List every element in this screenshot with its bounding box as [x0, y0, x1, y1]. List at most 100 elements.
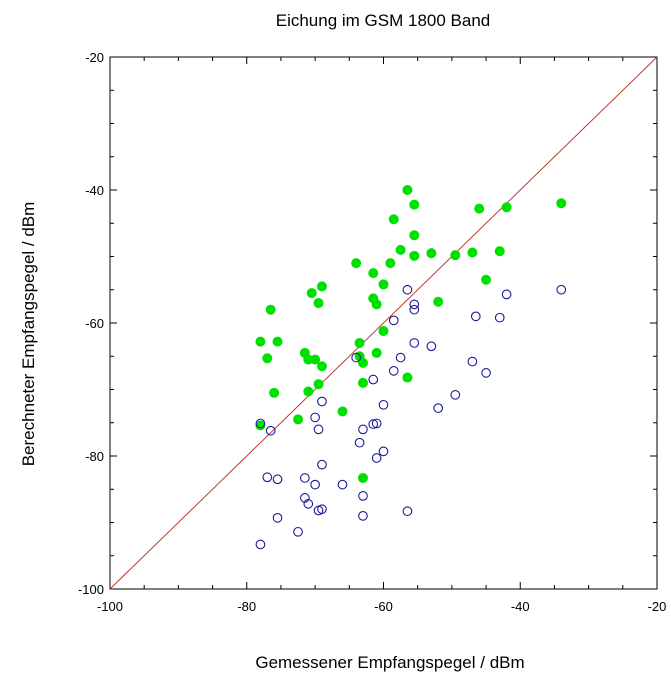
data-point-hollow [262, 472, 273, 483]
data-point-hollow [501, 289, 512, 300]
data-point-filled [426, 248, 437, 259]
data-point-filled [293, 414, 304, 425]
data-point-filled [433, 296, 444, 307]
data-point-filled [409, 230, 420, 241]
data-point-filled [316, 281, 327, 292]
data-point-filled [409, 250, 420, 261]
data-point-hollow [300, 493, 310, 503]
data-point-filled [316, 361, 327, 372]
data-point-filled [368, 268, 379, 279]
data-point-filled [501, 202, 512, 213]
data-point-filled [450, 250, 461, 261]
data-point-filled [402, 184, 413, 195]
data-point-filled [371, 299, 382, 310]
data-point-filled [494, 246, 505, 257]
data-point-hollow [293, 526, 303, 537]
data-point-filled [378, 325, 389, 336]
data-point-filled [371, 347, 382, 358]
data-point-filled [313, 298, 324, 309]
data-point-hollow [272, 474, 283, 485]
data-point-filled [474, 203, 485, 214]
data-points [255, 184, 567, 550]
data-point-filled [262, 353, 273, 364]
data-point-hollow [368, 374, 379, 385]
data-point-filled [467, 247, 478, 258]
data-point-filled [255, 420, 266, 431]
x-tick-label: -100 [97, 599, 123, 614]
data-point-hollow [470, 311, 481, 322]
data-point-filled [409, 199, 420, 210]
data-point-hollow [371, 418, 382, 429]
x-tick-label: -80 [237, 599, 256, 614]
x-tick-label: -60 [374, 599, 393, 614]
reference-line-group [109, 56, 658, 590]
data-point-filled [481, 274, 492, 285]
data-point-hollow [300, 473, 310, 483]
data-point-filled [351, 258, 362, 269]
data-point-hollow [265, 425, 276, 436]
data-point-hollow [378, 399, 389, 410]
data-point-hollow [402, 284, 413, 295]
data-point-filled [310, 354, 321, 365]
data-point-filled [395, 244, 406, 255]
data-point-hollow [426, 341, 437, 352]
axis-ticks: -100 -80 -60 -40 -20 -100 -80 -60 -40 -20 [78, 50, 666, 614]
data-point-hollow [358, 491, 368, 501]
data-point-hollow [378, 446, 389, 457]
data-point-hollow [358, 424, 368, 435]
data-point-hollow [409, 304, 420, 315]
data-point-filled [272, 336, 283, 347]
data-point-hollow [409, 299, 420, 310]
data-point-hollow [354, 437, 365, 448]
data-point-hollow [402, 506, 413, 517]
data-point-hollow [255, 418, 266, 429]
data-point-filled [306, 288, 317, 299]
x-tick-label: -20 [648, 599, 667, 614]
chart-title: Eichung im GSM 1800 Band [276, 11, 491, 30]
data-point-hollow [255, 539, 266, 550]
data-point-hollow [433, 403, 444, 413]
data-point-hollow [313, 424, 324, 435]
data-point-hollow [409, 338, 420, 348]
data-point-hollow [317, 459, 327, 470]
data-point-hollow [310, 479, 320, 490]
data-point-filled [265, 304, 276, 315]
data-point-hollow [303, 499, 314, 509]
data-point-hollow [317, 396, 327, 407]
y-tick-label: -60 [85, 316, 104, 331]
data-point-filled [357, 357, 368, 368]
data-point-hollow [337, 479, 348, 490]
data-point-filled [313, 379, 324, 390]
data-point-filled [337, 406, 348, 417]
data-point-hollow [310, 412, 320, 423]
data-point-filled [357, 472, 368, 483]
data-point-hollow [351, 352, 362, 363]
x-axis-label: Gemessener Empfangspegel / dBm [255, 653, 524, 672]
data-point-filled [303, 386, 314, 397]
data-point-filled [556, 198, 567, 209]
data-point-hollow [395, 352, 406, 363]
reference-line [109, 56, 658, 590]
y-tick-label: -20 [85, 50, 104, 65]
data-point-hollow [371, 453, 382, 463]
data-point-hollow [481, 368, 491, 378]
data-point-filled [269, 387, 280, 398]
data-point-filled [354, 337, 365, 348]
data-point-hollow [450, 389, 461, 400]
data-point-filled [385, 258, 396, 269]
data-point-hollow [388, 315, 399, 326]
data-point-hollow [358, 510, 368, 521]
data-point-hollow [467, 356, 478, 367]
data-point-hollow [272, 512, 283, 523]
data-point-filled [357, 377, 368, 388]
x-tick-label: -40 [511, 599, 530, 614]
data-point-hollow [494, 312, 505, 323]
data-point-filled [402, 372, 413, 383]
y-axis-label: Berechneter Empfangspegel / dBm [19, 202, 38, 467]
y-tick-label: -100 [78, 582, 104, 597]
data-point-hollow [556, 284, 567, 295]
data-point-hollow [317, 504, 327, 515]
y-tick-label: -80 [85, 449, 104, 464]
data-point-hollow [388, 366, 399, 376]
